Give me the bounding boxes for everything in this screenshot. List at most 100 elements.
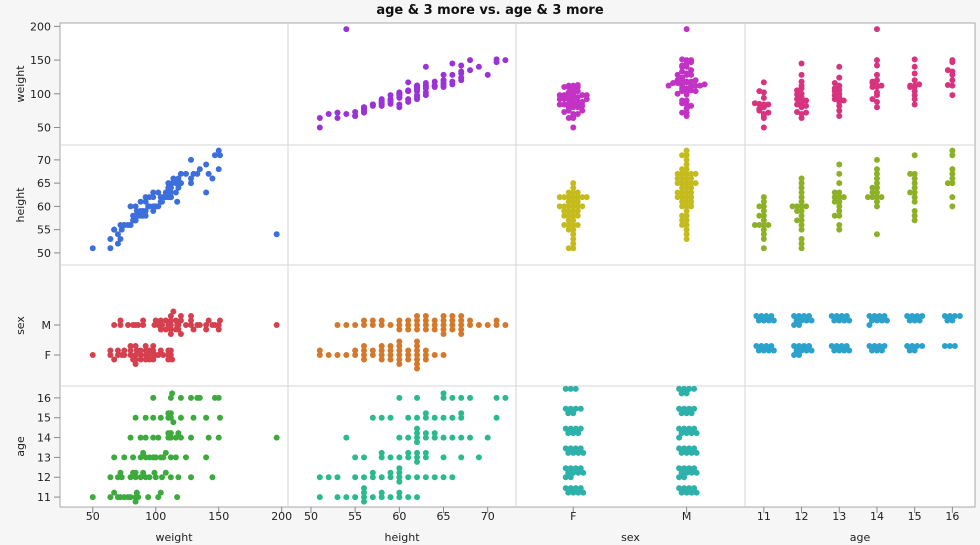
data-point-sex-vs-height: [440, 331, 447, 337]
data-point-sex-vs-height: [361, 343, 367, 349]
data-point-height-vs-age: [760, 212, 767, 219]
data-point-height-vs-sex: [570, 203, 577, 210]
data-point-age-vs-sex: [570, 489, 577, 496]
data-point-weight-vs-height: [458, 77, 465, 84]
data-point-height-vs-sex: [565, 208, 572, 215]
data-point-age-vs-sex: [681, 485, 688, 492]
data-point-height-vs-age: [873, 170, 880, 177]
data-point-age-vs-sex: [676, 485, 683, 492]
data-point-sex-vs-weight: [118, 352, 125, 358]
data-point-age-vs-weight: [203, 414, 210, 421]
data-point-sex-vs-height: [405, 317, 412, 324]
data-point-weight-vs-age: [949, 82, 956, 89]
data-point-height-vs-weight: [182, 170, 189, 177]
data-point-age-vs-height: [422, 410, 429, 417]
data-point-sex-vs-height: [493, 317, 500, 324]
data-point-height-vs-age: [911, 208, 918, 215]
data-point-age-vs-weight: [157, 454, 164, 461]
data-point-height-vs-weight: [175, 175, 182, 182]
data-point-weight-vs-height: [316, 115, 323, 122]
data-point-height-vs-age: [794, 217, 801, 224]
data-point-height-vs-age: [949, 180, 956, 187]
data-point-weight-vs-height: [414, 92, 421, 99]
data-point-height-vs-age: [949, 175, 956, 182]
data-point-sex-vs-height: [502, 322, 509, 328]
y-tick-label: 13: [37, 451, 51, 464]
data-point-age-vs-height: [440, 390, 447, 397]
data-point-age-vs-height: [414, 425, 421, 432]
data-point-sex-vs-weight: [196, 322, 203, 328]
data-point-sex-vs-height: [458, 331, 465, 337]
data-point-height-vs-sex: [565, 217, 572, 224]
data-point-weight-vs-sex: [674, 90, 681, 97]
data-point-height-vs-sex: [683, 217, 690, 224]
data-point-weight-vs-age: [873, 98, 880, 105]
data-point-height-vs-age: [873, 166, 880, 173]
data-point-sex-vs-height: [475, 322, 482, 328]
data-point-height-vs-age: [869, 184, 876, 191]
data-point-sex-vs-weight: [162, 326, 169, 333]
data-point-weight-vs-sex: [683, 85, 690, 92]
data-point-height-vs-age: [840, 194, 847, 201]
data-point-sex-vs-age: [919, 313, 926, 319]
data-point-sex-vs-height: [369, 322, 376, 328]
data-point-weight-vs-height: [405, 88, 412, 95]
data-point-height-vs-age: [836, 222, 843, 228]
data-point-age-vs-sex: [691, 485, 698, 492]
data-point-sex-vs-height: [414, 322, 421, 328]
data-point-height-vs-weight: [175, 184, 182, 191]
data-point-height-vs-age: [836, 212, 843, 219]
data-point-age-vs-height: [316, 494, 323, 501]
data-point-weight-vs-sex: [688, 71, 695, 78]
data-point-weight-vs-age: [911, 70, 918, 77]
data-point-sex-vs-age: [883, 317, 890, 324]
data-point-weight-vs-height: [396, 104, 403, 111]
data-point-sex-vs-height: [405, 322, 412, 328]
data-point-weight-vs-sex: [679, 63, 686, 70]
data-point-weight-vs-height: [378, 102, 385, 109]
data-point-height-vs-age: [798, 203, 805, 210]
data-point-height-vs-sex: [574, 222, 581, 228]
data-point-weight-vs-sex: [683, 78, 690, 85]
data-point-weight-vs-sex: [679, 56, 686, 63]
data-point-age-vs-sex: [686, 405, 693, 412]
data-point-weight-vs-height: [422, 84, 429, 91]
data-point-height-vs-age: [873, 194, 880, 201]
data-point-weight-vs-age: [794, 87, 801, 94]
data-point-age-vs-sex: [580, 489, 587, 496]
data-point-age-vs-weight: [127, 474, 134, 481]
data-point-age-vs-weight: [170, 419, 177, 426]
data-point-height-vs-weight: [215, 166, 222, 173]
data-point-age-vs-sex: [681, 465, 688, 472]
data-point-age-vs-weight: [150, 434, 157, 441]
data-point-weight-vs-age: [760, 113, 767, 120]
data-point-age-vs-sex: [567, 465, 574, 472]
data-point-height-vs-age: [864, 194, 871, 201]
data-point-age-vs-sex: [681, 474, 688, 481]
data-point-height-vs-sex: [565, 245, 572, 252]
data-point-age-vs-sex: [575, 469, 582, 476]
data-point-height-vs-weight: [89, 245, 96, 252]
data-point-sex-vs-age: [878, 347, 885, 354]
data-point-age-vs-height: [467, 394, 474, 401]
data-point-age-vs-height: [414, 454, 421, 461]
data-point-sex-vs-age: [916, 317, 923, 324]
data-point-height-vs-age: [949, 170, 956, 177]
data-point-weight-vs-sex: [565, 94, 572, 101]
data-point-height-vs-age: [756, 212, 763, 219]
data-point-height-vs-weight: [127, 203, 134, 210]
data-point-age-vs-weight: [137, 454, 144, 461]
data-point-age-vs-weight: [121, 454, 128, 461]
data-point-age-vs-weight: [167, 474, 174, 481]
data-point-weight-vs-height: [440, 82, 447, 89]
data-point-age-vs-height: [431, 434, 438, 441]
data-point-height-vs-age: [756, 222, 763, 228]
data-point-age-vs-weight: [216, 414, 223, 421]
data-point-age-vs-height: [378, 474, 385, 481]
data-point-age-vs-height: [325, 474, 332, 481]
data-point-weight-vs-sex: [574, 98, 581, 105]
data-point-weight-vs-sex: [565, 89, 572, 96]
data-point-height-vs-age: [798, 240, 805, 247]
data-point-age-vs-sex: [688, 410, 695, 417]
data-point-sex-vs-height: [414, 352, 421, 358]
